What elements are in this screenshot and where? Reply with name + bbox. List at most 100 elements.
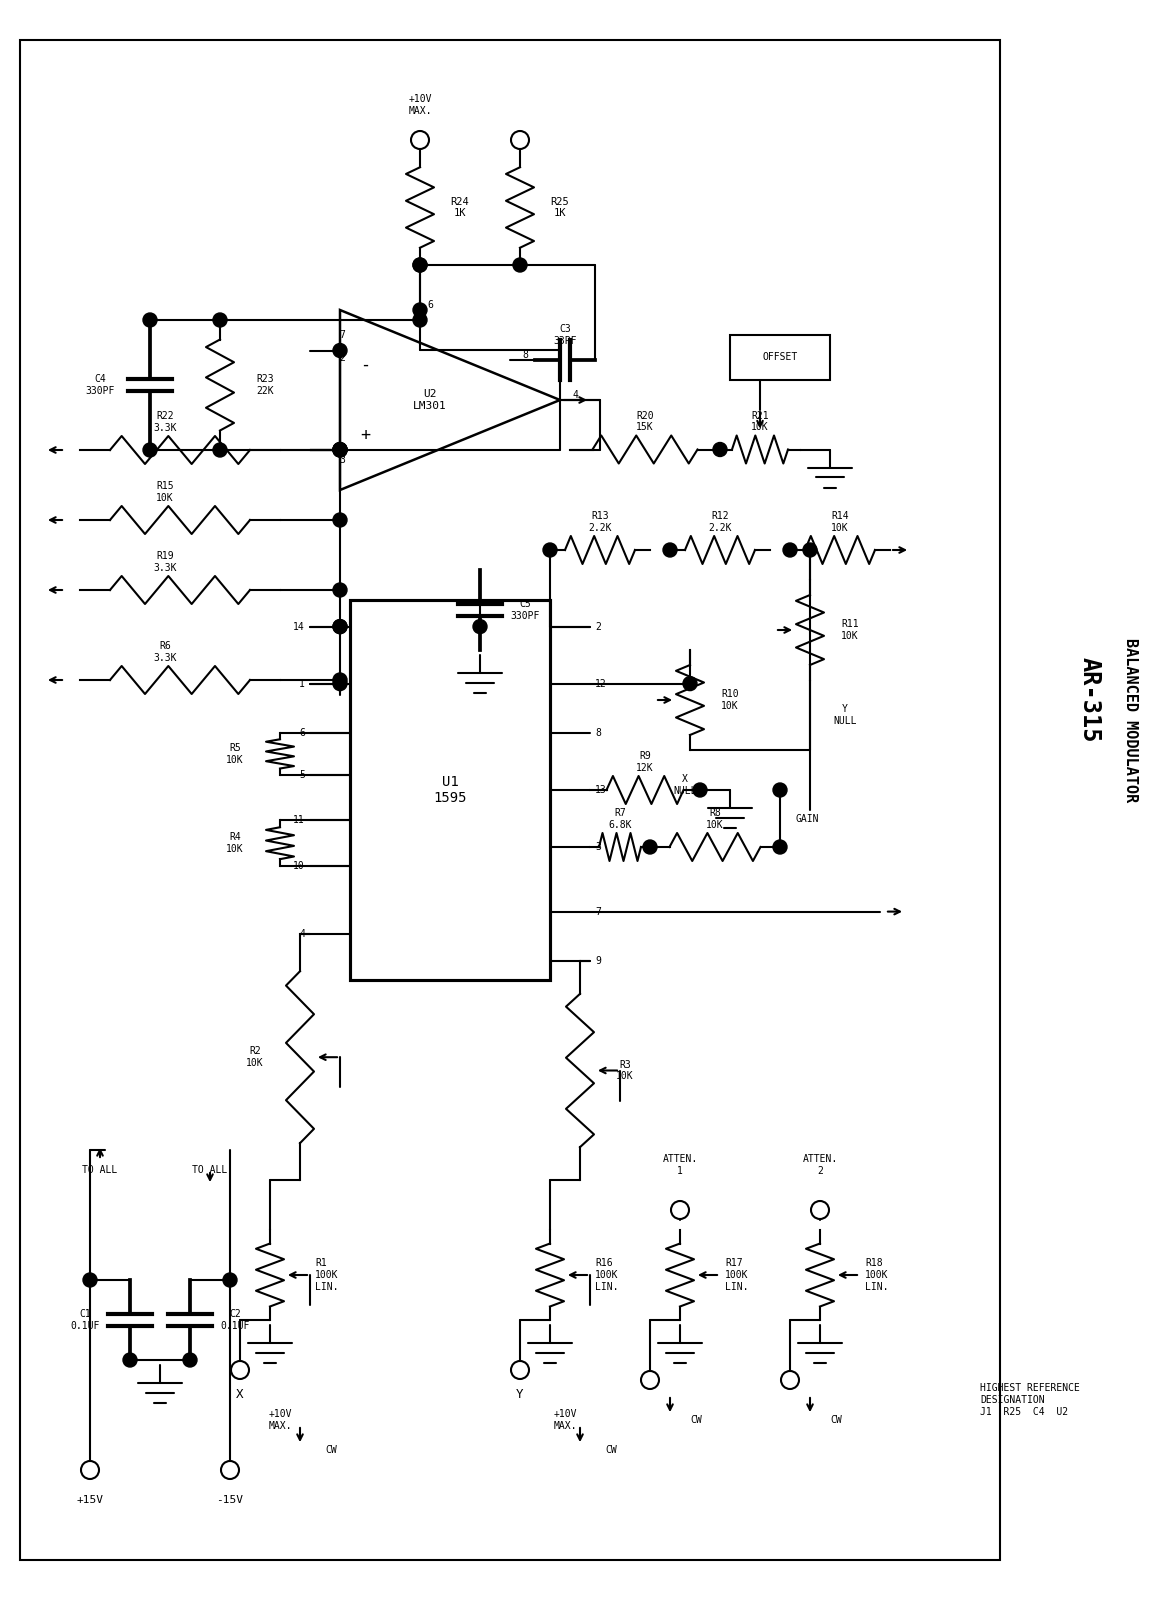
Text: R20
15K: R20 15K [636, 411, 654, 432]
Text: 14: 14 [293, 621, 305, 632]
Text: +: + [360, 426, 370, 443]
Circle shape [512, 131, 529, 149]
Text: R22
3.3K: R22 3.3K [153, 411, 176, 432]
Text: R13
2.2K: R13 2.2K [588, 512, 612, 533]
Text: HIGHEST REFERENCE
DESIGNATION
J1  R25  C4  U2: HIGHEST REFERENCE DESIGNATION J1 R25 C4 … [980, 1384, 1080, 1416]
Text: TO ALL: TO ALL [193, 1165, 228, 1174]
Text: R24
1K: R24 1K [450, 197, 469, 218]
Circle shape [773, 782, 787, 797]
Text: 9: 9 [595, 955, 601, 966]
Circle shape [773, 840, 787, 854]
Text: R5
10K: R5 10K [226, 742, 243, 765]
Text: R17
100K
LIN.: R17 100K LIN. [724, 1258, 748, 1291]
Text: +10V
MAX.: +10V MAX. [268, 1410, 292, 1430]
Circle shape [543, 542, 557, 557]
Bar [730, 334, 830, 379]
Circle shape [693, 782, 707, 797]
Text: CW: CW [690, 1414, 702, 1426]
Circle shape [781, 1371, 799, 1389]
Text: TO ALL: TO ALL [82, 1165, 118, 1174]
Circle shape [671, 1202, 689, 1219]
Text: C1
0.1UF: C1 0.1UF [71, 1309, 100, 1331]
Text: AR-315: AR-315 [1078, 658, 1102, 742]
Circle shape [230, 1362, 249, 1379]
Circle shape [213, 314, 227, 326]
Circle shape [333, 443, 347, 456]
Text: R7
6.8K: R7 6.8K [608, 808, 632, 830]
Circle shape [81, 1461, 99, 1478]
Circle shape [333, 514, 347, 526]
Text: R21
10K: R21 10K [751, 411, 769, 432]
Text: 7: 7 [595, 907, 601, 917]
Text: R9
12K: R9 12K [636, 752, 654, 773]
Circle shape [183, 1354, 198, 1366]
Text: -15V: -15V [216, 1494, 243, 1506]
Text: X: X [236, 1389, 243, 1402]
Circle shape [333, 443, 347, 458]
Circle shape [783, 542, 797, 557]
Circle shape [641, 1371, 659, 1389]
Text: U2
LM301: U2 LM301 [413, 389, 447, 411]
Circle shape [663, 542, 677, 557]
Text: 13: 13 [595, 786, 607, 795]
Text: R8
10K: R8 10K [706, 808, 723, 830]
Text: CW: CW [604, 1445, 616, 1454]
Text: R11
10K: R11 10K [841, 619, 858, 642]
Text: U1
1595: U1 1595 [433, 774, 467, 805]
Text: 4: 4 [572, 390, 577, 400]
Text: 10: 10 [293, 861, 305, 870]
Circle shape [473, 619, 487, 634]
Text: 3: 3 [595, 842, 601, 851]
Text: 8: 8 [595, 728, 601, 738]
Text: 12: 12 [595, 678, 607, 688]
Circle shape [413, 314, 427, 326]
Text: 4: 4 [299, 930, 305, 939]
Text: 2: 2 [339, 354, 345, 363]
Circle shape [410, 131, 429, 149]
Circle shape [333, 443, 347, 456]
Text: R1
100K
LIN.: R1 100K LIN. [315, 1258, 339, 1291]
Text: X
NULL: X NULL [673, 774, 696, 795]
Text: R6
3.3K: R6 3.3K [153, 642, 176, 662]
Circle shape [221, 1461, 239, 1478]
Text: -: - [360, 357, 370, 374]
Text: R23
22K: R23 22K [256, 374, 274, 395]
Text: R3
10K: R3 10K [616, 1059, 634, 1082]
Text: 5: 5 [299, 770, 305, 779]
Text: R25
1K: R25 1K [550, 197, 569, 218]
Text: 7: 7 [339, 330, 345, 341]
Circle shape [83, 1274, 96, 1286]
Circle shape [713, 443, 727, 456]
Circle shape [333, 674, 347, 686]
Text: BALANCED MODULATOR: BALANCED MODULATOR [1123, 638, 1137, 802]
Circle shape [413, 258, 427, 272]
Circle shape [123, 1354, 136, 1366]
Text: Y
NULL: Y NULL [834, 704, 857, 726]
Circle shape [333, 619, 347, 634]
Text: R12
2.2K: R12 2.2K [708, 512, 731, 533]
Text: R4
10K: R4 10K [226, 832, 243, 854]
Bar [350, 600, 550, 979]
Circle shape [811, 1202, 829, 1219]
Circle shape [803, 542, 817, 557]
Text: C3
33PF: C3 33PF [553, 325, 576, 346]
Text: Y: Y [516, 1389, 523, 1402]
Text: 2: 2 [595, 621, 601, 632]
Text: R2
10K: R2 10K [246, 1046, 263, 1069]
Text: 8: 8 [522, 350, 528, 360]
Text: R14
10K: R14 10K [831, 512, 849, 533]
Circle shape [512, 1362, 529, 1379]
Circle shape [223, 1274, 238, 1286]
Text: CW: CW [830, 1414, 842, 1426]
Text: 3: 3 [339, 454, 345, 466]
Text: +10V
MAX.: +10V MAX. [408, 94, 432, 115]
Text: C2
0.1UF: C2 0.1UF [220, 1309, 249, 1331]
Circle shape [143, 314, 158, 326]
Circle shape [413, 258, 427, 272]
Text: +15V: +15V [76, 1494, 103, 1506]
Circle shape [413, 302, 427, 317]
Circle shape [333, 344, 347, 357]
Circle shape [513, 258, 527, 272]
Circle shape [143, 443, 158, 458]
Text: R10
10K: R10 10K [721, 690, 739, 710]
